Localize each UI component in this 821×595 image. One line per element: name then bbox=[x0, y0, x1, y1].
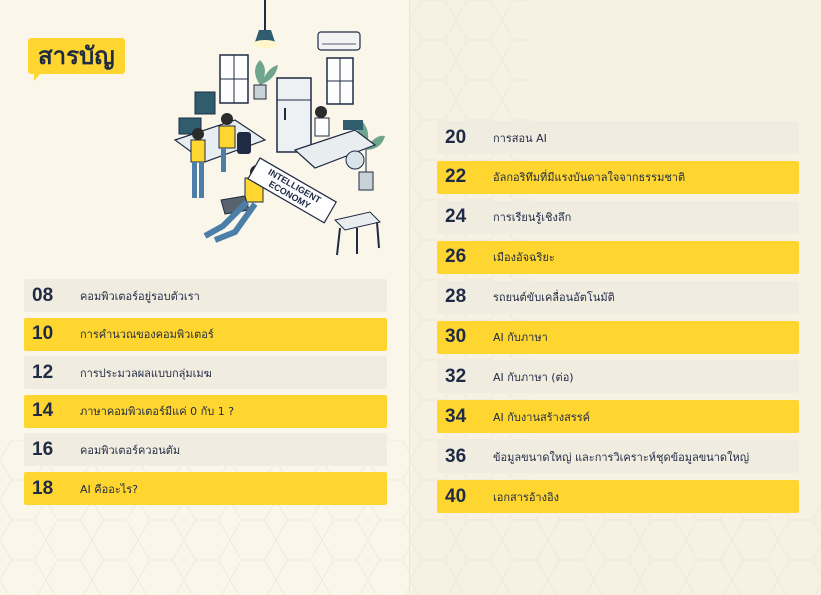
toc-page-number: 16 bbox=[32, 438, 54, 460]
toc-list-right: 20 การสอน AI 22 อัลกอริทึมที่มีแรงบันดาลใจจ… bbox=[437, 121, 799, 514]
toc-entry-title: AI กับงานสร้างสรรค์ bbox=[493, 410, 591, 424]
toc-entry[interactable]: 26 เมืองอัจฉริยะ bbox=[437, 240, 799, 274]
toc-page-number: 22 bbox=[445, 166, 467, 188]
toc-entry[interactable]: 36 ข้อมูลขนาดใหญ่ และการวิเคราะห์ชุดข้อมู… bbox=[437, 440, 799, 474]
right-page: 20 การสอน AI 22 อัลกอริทึมที่มีแรงบันดาลใจจ… bbox=[410, 0, 821, 595]
toc-entry-title: AI กับภาษา bbox=[493, 331, 548, 344]
toc-entry-title: ภาษาคอมพิวเตอร์มีแค่ 0 กับ 1 ? bbox=[80, 405, 235, 419]
toc-page-number: 34 bbox=[445, 405, 467, 427]
office-illustration: INTELLIGENT ECONOMY bbox=[173, 0, 385, 256]
toc-page-number: 32 bbox=[445, 365, 467, 387]
toc-entry[interactable]: 24 การเรียนรู้เชิงลึก bbox=[437, 200, 799, 234]
toc-entry-title: การประมวลผลแบบกลุ่มเมฆ bbox=[80, 366, 212, 380]
toc-page-number: 36 bbox=[445, 445, 467, 467]
toc-page-number: 10 bbox=[32, 323, 54, 345]
toc-entry-title: อัลกอริทึมที่มีแรงบันดาลใจจากธรรมชาติ bbox=[493, 171, 686, 185]
toc-entry-title: AI กับภาษา (ต่อ) bbox=[493, 370, 574, 384]
left-page: สารบัญ bbox=[0, 0, 410, 595]
toc-entry-title: ข้อมูลขนาดใหญ่ และการวิเคราะห์ชุดข้อมูลข… bbox=[493, 450, 750, 464]
toc-entry[interactable]: 18 AI คืออะไร? bbox=[24, 472, 387, 505]
toc-entry-title: AI คืออะไร? bbox=[80, 482, 139, 496]
toc-entry-title: รถยนต์ขับเคลื่อนอัตโนมัติ bbox=[493, 291, 615, 305]
toc-entry[interactable]: 12 การประมวลผลแบบกลุ่มเมฆ bbox=[24, 356, 387, 390]
toc-entry-title: คอมพิวเตอร์อยู่รอบตัวเรา bbox=[80, 289, 200, 303]
toc-entry-title: เอกสารอ้างอิง bbox=[493, 490, 559, 504]
toc-page-number: 26 bbox=[445, 246, 467, 268]
toc-entry-title: การสอน AI bbox=[493, 131, 547, 145]
toc-entry[interactable]: 16 คอมพิวเตอร์ควอนตัม bbox=[24, 433, 387, 467]
toc-entry[interactable]: 20 การสอน AI bbox=[437, 121, 799, 154]
page-title: สารบัญ bbox=[28, 38, 125, 81]
toc-entry[interactable]: 14 ภาษาคอมพิวเตอร์มีแค่ 0 กับ 1 ? bbox=[24, 394, 387, 428]
toc-page-number: 20 bbox=[445, 126, 467, 148]
toc-entry[interactable]: 08 คอมพิวเตอร์อยู่รอบตัวเรา bbox=[24, 279, 387, 312]
toc-list-left: 08 คอมพิวเตอร์อยู่รอบตัวเรา 10 การคำนวณของค… bbox=[24, 279, 387, 509]
toc-page-number: 14 bbox=[32, 400, 54, 422]
toc-entry-title: เมืองอัจฉริยะ bbox=[493, 251, 555, 265]
toc-entry-title: คอมพิวเตอร์ควอนตัม bbox=[80, 443, 181, 457]
toc-entry[interactable]: 28 รถยนต์ขับเคลื่อนอัตโนมัติ bbox=[437, 280, 799, 314]
toc-entry-title: การเรียนรู้เชิงลึก bbox=[493, 211, 572, 225]
toc-entry-title: การคำนวณของคอมพิวเตอร์ bbox=[80, 328, 214, 342]
toc-entry[interactable]: 10 การคำนวณของคอมพิวเตอร์ bbox=[24, 317, 387, 351]
toc-entry[interactable]: 34 AI กับงานสร้างสรรค์ bbox=[437, 400, 799, 434]
toc-page-number: 28 bbox=[445, 286, 467, 308]
toc-page-number: 18 bbox=[32, 477, 54, 499]
toc-entry[interactable]: 30 AI กับภาษา bbox=[437, 320, 799, 354]
toc-page-number: 24 bbox=[445, 206, 467, 228]
toc-entry[interactable]: 40 เอกสารอ้างอิง bbox=[437, 480, 799, 514]
toc-entry[interactable]: 32 AI กับภาษา (ต่อ) bbox=[437, 360, 799, 394]
toc-page-number: 30 bbox=[445, 326, 467, 347]
toc-entry[interactable]: 22 อัลกอริทึมที่มีแรงบันดาลใจจากธรรมชาติ bbox=[437, 160, 799, 194]
toc-page-number: 40 bbox=[445, 485, 467, 507]
toc-page-number: 08 bbox=[32, 284, 54, 306]
toc-page-number: 12 bbox=[32, 361, 54, 383]
